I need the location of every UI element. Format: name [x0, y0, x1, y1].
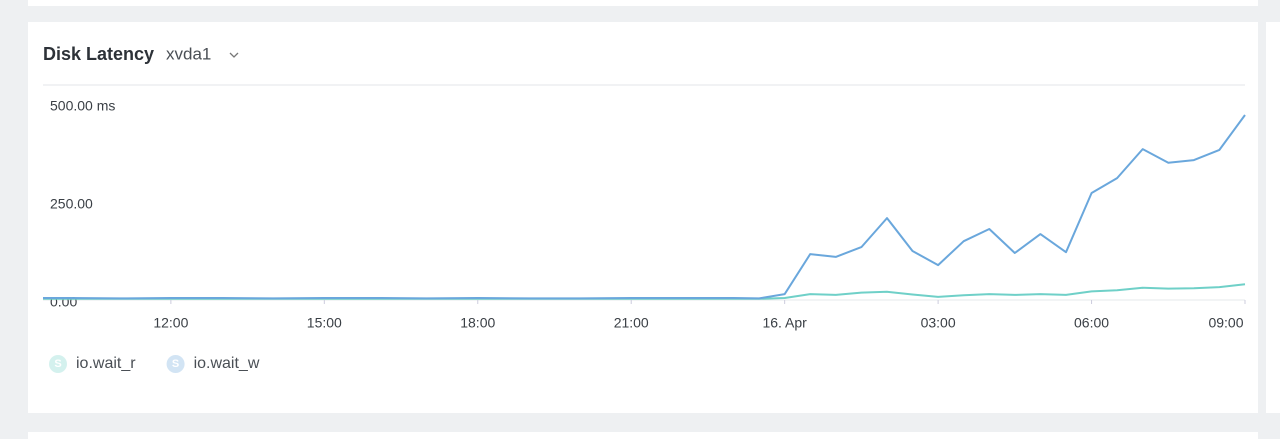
x-tick-label: 16. Apr	[762, 315, 807, 331]
dropdown-chevron[interactable]	[229, 52, 239, 58]
legend-label[interactable]: io.wait_w	[194, 355, 260, 372]
x-tick-label: 15:00	[307, 315, 342, 331]
y-tick-label: 0.00	[50, 294, 77, 310]
card	[28, 22, 1258, 413]
panel-title: Disk Latency	[43, 44, 154, 64]
device-selector[interactable]: xvda1	[166, 44, 211, 63]
x-tick-label: 12:00	[153, 315, 188, 331]
y-tick-label: 500.00 ms	[50, 98, 115, 114]
legend-label[interactable]: io.wait_r	[76, 355, 136, 372]
card-below	[28, 432, 1258, 439]
x-tick-label: 06:00	[1074, 315, 1109, 331]
x-tick-label: 18:00	[460, 315, 495, 331]
y-tick-label: 250.00	[50, 196, 93, 212]
card-above	[28, 0, 1258, 6]
legend-icon[interactable]	[166, 355, 185, 373]
series-line	[43, 114, 1246, 300]
scroll-edge	[1266, 22, 1280, 413]
x-tick-label: 09:00	[1208, 315, 1243, 331]
x-tick-label: 21:00	[614, 315, 649, 331]
legend-icon-letter[interactable]: S	[54, 358, 61, 370]
legend-icon-letter[interactable]: S	[172, 358, 179, 370]
x-tick-label: 03:00	[921, 315, 956, 331]
legend-icon[interactable]	[49, 355, 67, 373]
